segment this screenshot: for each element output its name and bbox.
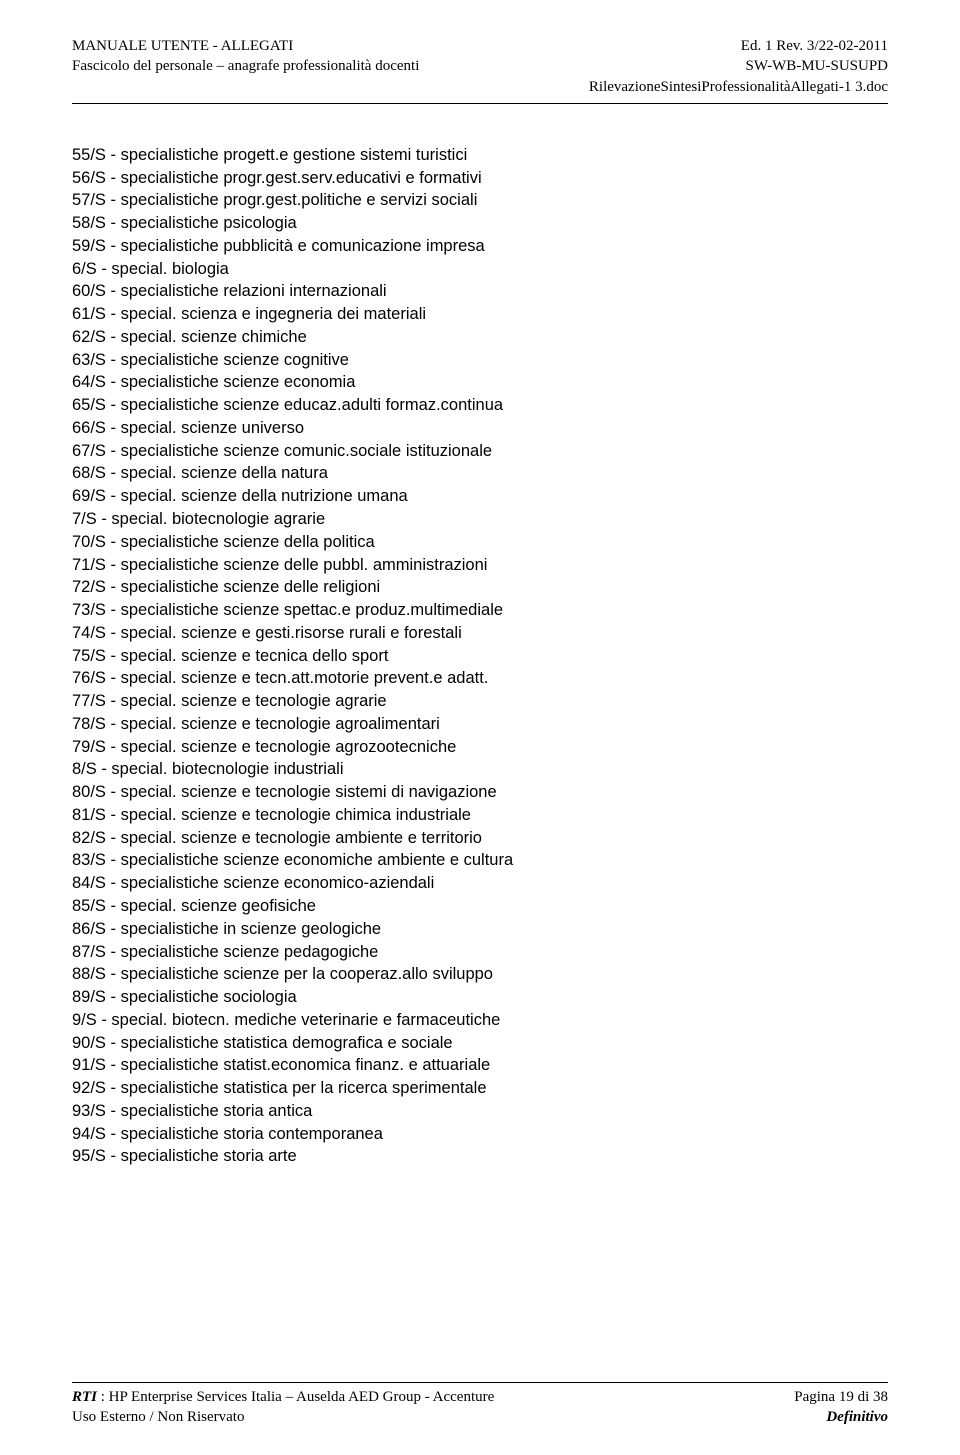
list-item: 73/S - specialistiche scienze spettac.e … xyxy=(72,599,888,622)
header-doc-subtitle: Fascicolo del personale – anagrafe profe… xyxy=(72,56,419,76)
footer-page-number: Pagina 19 di 38 xyxy=(794,1387,888,1407)
list-item: 60/S - specialistiche relazioni internaz… xyxy=(72,280,888,303)
list-item: 57/S - specialistiche progr.gest.politic… xyxy=(72,189,888,212)
footer-row-1: RTI : HP Enterprise Services Italia – Au… xyxy=(72,1387,888,1407)
list-item: 88/S - specialistiche scienze per la coo… xyxy=(72,963,888,986)
page-header: MANUALE UTENTE - ALLEGATI Fascicolo del … xyxy=(72,36,888,97)
list-item: 76/S - special. scienze e tecn.att.motor… xyxy=(72,667,888,690)
list-item: 65/S - specialistiche scienze educaz.adu… xyxy=(72,394,888,417)
header-rule xyxy=(72,103,888,104)
list-item: 67/S - specialistiche scienze comunic.so… xyxy=(72,440,888,463)
page-footer: RTI : HP Enterprise Services Italia – Au… xyxy=(72,1382,888,1428)
list-item: 87/S - specialistiche scienze pedagogich… xyxy=(72,941,888,964)
list-item: 68/S - special. scienze della natura xyxy=(72,462,888,485)
list-item: 90/S - specialistiche statistica demogra… xyxy=(72,1032,888,1055)
list-item: 92/S - specialistiche statistica per la … xyxy=(72,1077,888,1100)
list-item: 55/S - specialistiche progett.e gestione… xyxy=(72,144,888,167)
header-edition: Ed. 1 Rev. 3/22-02-2011 xyxy=(589,36,888,56)
list-item: 75/S - special. scienze e tecnica dello … xyxy=(72,645,888,668)
footer-rti-label: RTI xyxy=(72,1389,97,1405)
footer-row-2: Uso Esterno / Non Riservato Definitivo xyxy=(72,1407,888,1427)
list-item: 83/S - specialistiche scienze economiche… xyxy=(72,849,888,872)
list-item: 79/S - special. scienze e tecnologie agr… xyxy=(72,736,888,759)
list-item: 89/S - specialistiche sociologia xyxy=(72,986,888,1009)
list-item: 9/S - special. biotecn. mediche veterina… xyxy=(72,1009,888,1032)
list-item: 61/S - special. scienza e ingegneria dei… xyxy=(72,303,888,326)
list-item: 7/S - special. biotecnologie agrarie xyxy=(72,508,888,531)
list-item: 8/S - special. biotecnologie industriali xyxy=(72,758,888,781)
header-code: SW-WB-MU-SUSUPD xyxy=(589,56,888,76)
list-item: 94/S - specialistiche storia contemporan… xyxy=(72,1123,888,1146)
list-item: 72/S - specialistiche scienze delle reli… xyxy=(72,576,888,599)
list-item: 74/S - special. scienze e gesti.risorse … xyxy=(72,622,888,645)
list-item: 63/S - specialistiche scienze cognitive xyxy=(72,349,888,372)
header-left: MANUALE UTENTE - ALLEGATI Fascicolo del … xyxy=(72,36,419,97)
list-item: 80/S - special. scienze e tecnologie sis… xyxy=(72,781,888,804)
list-item: 95/S - specialistiche storia arte xyxy=(72,1145,888,1168)
list-item: 78/S - special. scienze e tecnologie agr… xyxy=(72,713,888,736)
header-filename: RilevazioneSintesiProfessionalitàAllegat… xyxy=(589,77,888,97)
footer-rti-rest: : HP Enterprise Services Italia – Auseld… xyxy=(97,1389,494,1405)
list-item: 84/S - specialistiche scienze economico-… xyxy=(72,872,888,895)
footer-usage: Uso Esterno / Non Riservato xyxy=(72,1407,244,1427)
footer-rule xyxy=(72,1382,888,1383)
list-item: 6/S - special. biologia xyxy=(72,258,888,281)
list-item: 77/S - special. scienze e tecnologie agr… xyxy=(72,690,888,713)
header-right: Ed. 1 Rev. 3/22-02-2011 SW-WB-MU-SUSUPD … xyxy=(589,36,888,97)
header-doc-title: MANUALE UTENTE - ALLEGATI xyxy=(72,36,419,56)
list-item: 93/S - specialistiche storia antica xyxy=(72,1100,888,1123)
list-item: 58/S - specialistiche psicologia xyxy=(72,212,888,235)
footer-status: Definitivo xyxy=(826,1407,888,1427)
list-item: 64/S - specialistiche scienze economia xyxy=(72,371,888,394)
list-item: 91/S - specialistiche statist.economica … xyxy=(72,1054,888,1077)
list-item: 82/S - special. scienze e tecnologie amb… xyxy=(72,827,888,850)
list-item: 69/S - special. scienze della nutrizione… xyxy=(72,485,888,508)
list-item: 70/S - specialistiche scienze della poli… xyxy=(72,531,888,554)
list-item: 66/S - special. scienze universo xyxy=(72,417,888,440)
page: MANUALE UTENTE - ALLEGATI Fascicolo del … xyxy=(0,0,960,1455)
list-item: 62/S - special. scienze chimiche xyxy=(72,326,888,349)
list-item: 71/S - specialistiche scienze delle pubb… xyxy=(72,554,888,577)
list-item: 86/S - specialistiche in scienze geologi… xyxy=(72,918,888,941)
list-item: 81/S - special. scienze e tecnologie chi… xyxy=(72,804,888,827)
list-item: 85/S - special. scienze geofisiche xyxy=(72,895,888,918)
list-item: 56/S - specialistiche progr.gest.serv.ed… xyxy=(72,167,888,190)
content-list: 55/S - specialistiche progett.e gestione… xyxy=(72,144,888,1168)
footer-rti: RTI : HP Enterprise Services Italia – Au… xyxy=(72,1387,494,1407)
list-item: 59/S - specialistiche pubblicità e comun… xyxy=(72,235,888,258)
